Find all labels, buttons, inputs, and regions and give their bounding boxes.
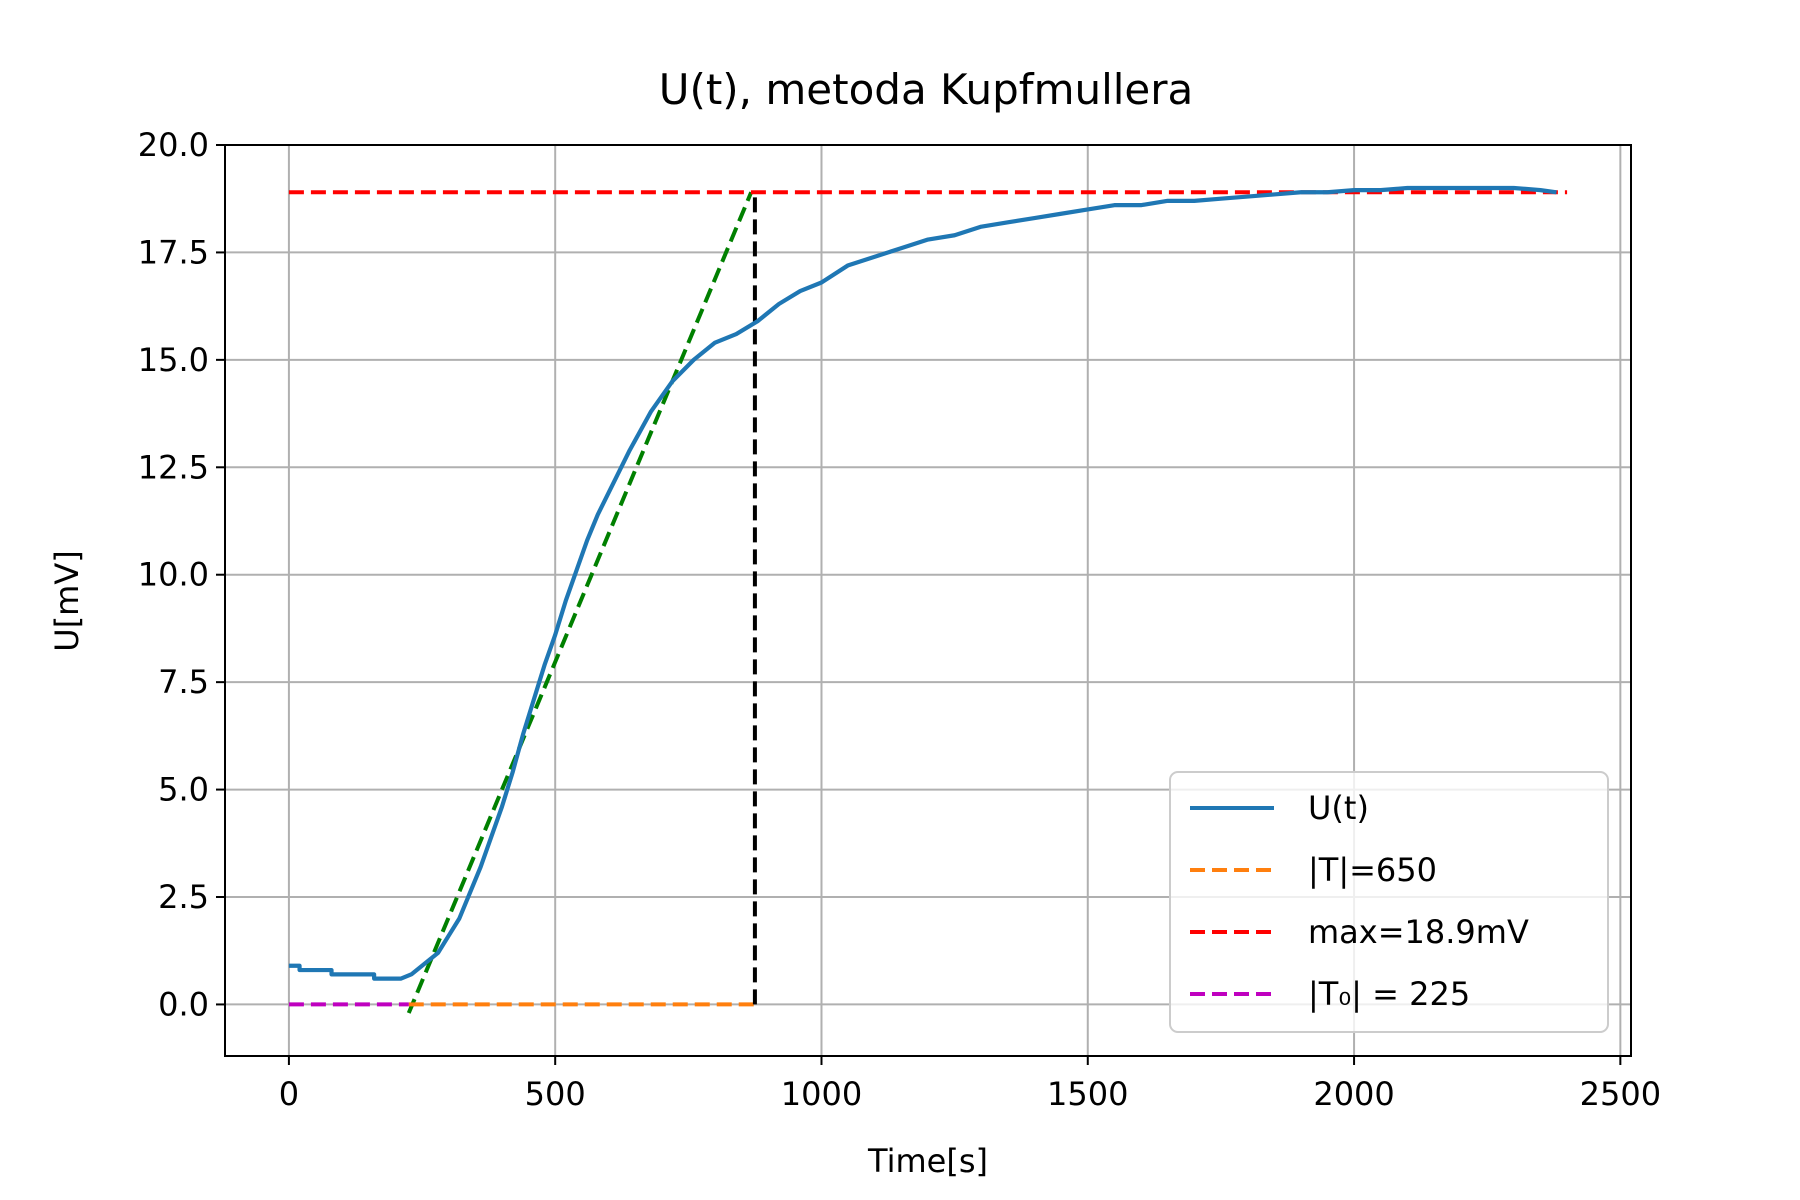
chart-title: U(t), metoda Kupfmullera bbox=[659, 65, 1194, 114]
x-tick-label: 0 bbox=[279, 1075, 299, 1113]
y-tick-label: 12.5 bbox=[138, 448, 209, 486]
series-line-tangent bbox=[406, 191, 754, 1014]
x-axis-label: Time[s] bbox=[867, 1142, 988, 1180]
y-axis-label: U[mV] bbox=[48, 550, 86, 651]
legend: U(t) |T|=650 max=18.9mV |T₀| = 225 bbox=[1169, 771, 1609, 1033]
x-tick-label: 1500 bbox=[1047, 1075, 1128, 1113]
legend-label-T: |T|=650 bbox=[1308, 851, 1437, 889]
series-layer bbox=[288, 185, 1568, 1014]
legend-label-T0: |T₀| = 225 bbox=[1308, 975, 1470, 1013]
y-tick-label: 0.0 bbox=[158, 985, 209, 1023]
y-tick-label: 10.0 bbox=[138, 556, 209, 594]
legend-box bbox=[1169, 771, 1609, 1033]
x-tick-label: 2000 bbox=[1313, 1075, 1394, 1113]
y-tick-label: 7.5 bbox=[158, 663, 209, 701]
legend-label-max: max=18.9mV bbox=[1308, 913, 1529, 951]
y-tick-label: 20.0 bbox=[138, 126, 209, 164]
series-line-measured bbox=[288, 185, 1557, 981]
y-tick-label: 5.0 bbox=[158, 771, 209, 809]
y-tick-label: 15.0 bbox=[138, 341, 209, 379]
x-axis: 0 500 1000 1500 2000 2500 bbox=[279, 1056, 1661, 1113]
y-tick-label: 2.5 bbox=[158, 878, 209, 916]
legend-label-measured: U(t) bbox=[1308, 789, 1369, 827]
plot-frame bbox=[224, 144, 1632, 1057]
y-axis: 0.0 2.5 5.0 7.5 10.0 12.5 15.0 17.5 20.0 bbox=[138, 126, 225, 1023]
x-tick-label: 1000 bbox=[781, 1075, 862, 1113]
y-tick-label: 17.5 bbox=[138, 233, 209, 271]
x-tick-label: 500 bbox=[525, 1075, 586, 1113]
x-tick-label: 2500 bbox=[1580, 1075, 1661, 1113]
